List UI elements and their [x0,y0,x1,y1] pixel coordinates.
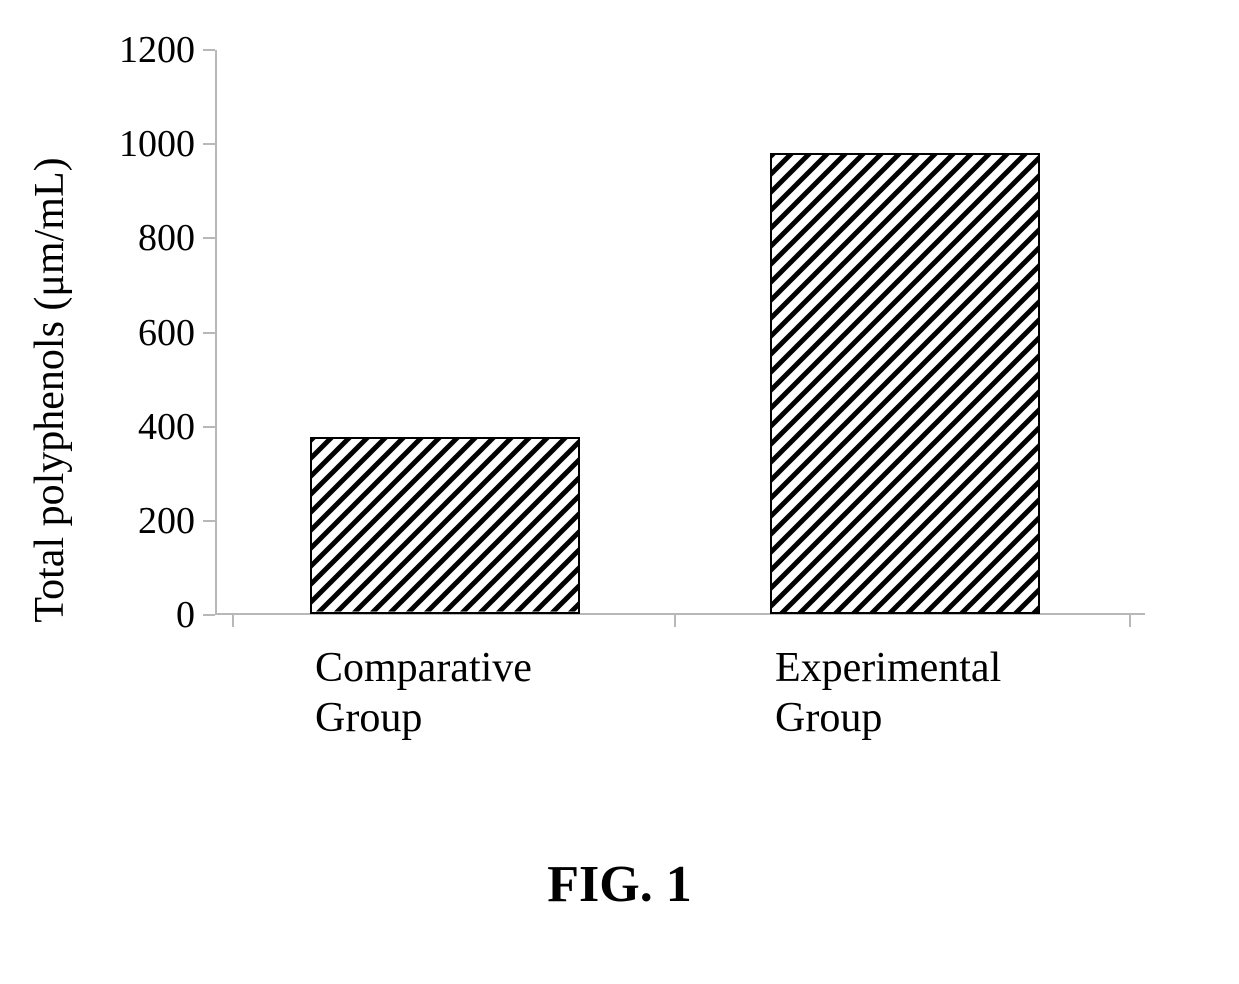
y-tick-label: 400 [95,405,195,449]
y-tick-mark [203,332,215,334]
bar [770,153,1040,614]
x-tick-mark [232,615,234,627]
bar [310,437,580,614]
y-tick-label: 0 [95,593,195,637]
x-axis-label: ExperimentalGroup [775,643,1085,744]
plot-area: 020040060080010001200 [215,50,1135,615]
y-axis-line [215,50,217,615]
y-tick-mark [203,426,215,428]
y-tick-mark [203,237,215,239]
y-tick-mark [203,520,215,522]
y-tick-label: 1200 [95,28,195,72]
y-tick-mark [203,49,215,51]
x-axis-label: ComparativeGroup [315,643,625,744]
x-tick-mark [674,615,676,627]
bar-hatch [312,439,578,612]
y-tick-label: 1000 [95,122,195,166]
figure-caption: FIG. 1 [547,855,691,914]
y-tick-label: 600 [95,311,195,355]
x-tick-mark [1129,615,1131,627]
y-tick-label: 800 [95,216,195,260]
y-tick-mark [203,614,215,616]
y-axis-label: Total polyphenols (μm/mL) [26,157,74,622]
bar-hatch [772,155,1038,612]
chart-container: Total polyphenols (μm/mL) 02004006008001… [70,30,1170,750]
y-tick-mark [203,143,215,145]
y-tick-label: 200 [95,499,195,543]
